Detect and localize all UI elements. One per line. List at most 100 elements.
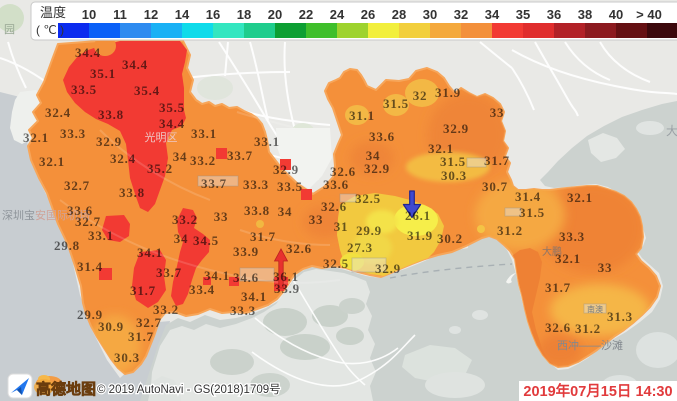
svg-text:32.6: 32.6	[545, 320, 571, 335]
svg-text:30: 30	[423, 7, 437, 22]
svg-text:33: 33	[598, 260, 613, 275]
svg-text:31.5: 31.5	[383, 96, 409, 111]
svg-text:30.3: 30.3	[441, 168, 467, 183]
svg-text:34: 34	[174, 231, 189, 246]
svg-text:33.3: 33.3	[60, 126, 86, 141]
svg-text:34.6: 34.6	[233, 270, 259, 285]
svg-text:36.1: 36.1	[273, 269, 299, 284]
svg-text:34.4: 34.4	[75, 45, 101, 60]
svg-text:大鹏: 大鹏	[542, 245, 562, 258]
svg-text:33.5: 33.5	[277, 179, 303, 194]
svg-text:33: 33	[214, 209, 229, 224]
svg-text:33.6: 33.6	[369, 129, 395, 144]
svg-text:30.3: 30.3	[114, 350, 140, 365]
svg-text:30.2: 30.2	[437, 231, 463, 246]
svg-text:34: 34	[173, 149, 188, 164]
svg-text:32: 32	[413, 88, 428, 103]
svg-text:31.2: 31.2	[497, 223, 523, 238]
svg-text:32.5: 32.5	[323, 256, 349, 271]
svg-text:40: 40	[609, 7, 623, 22]
svg-text:29.9: 29.9	[77, 307, 103, 322]
svg-text:33.6: 33.6	[67, 203, 93, 218]
svg-text:33.3: 33.3	[559, 229, 585, 244]
svg-text:31.4: 31.4	[77, 259, 103, 274]
svg-text:35: 35	[516, 7, 530, 22]
svg-text:26.1: 26.1	[405, 208, 431, 223]
svg-text:33.6: 33.6	[323, 177, 349, 192]
svg-text:光明区: 光明区	[145, 130, 178, 144]
svg-text:31.3: 31.3	[607, 309, 633, 324]
svg-text:32.1: 32.1	[428, 141, 454, 156]
svg-text:18: 18	[237, 7, 251, 22]
svg-text:31.7: 31.7	[250, 229, 276, 244]
svg-text:33.9: 33.9	[233, 244, 259, 259]
svg-text:33.7: 33.7	[227, 148, 253, 163]
svg-text:34.5: 34.5	[193, 233, 219, 248]
svg-text:2019年07月15日 14:30: 2019年07月15日 14:30	[523, 382, 672, 400]
svg-text:33.2: 33.2	[190, 153, 216, 168]
svg-text:33.7: 33.7	[156, 265, 182, 280]
svg-text:34.4: 34.4	[159, 116, 185, 131]
svg-text:32.7: 32.7	[75, 214, 101, 229]
svg-text:26: 26	[361, 7, 375, 22]
svg-text:32.5: 32.5	[355, 191, 381, 206]
svg-text:27.3: 27.3	[347, 240, 373, 255]
svg-text:32.1: 32.1	[23, 130, 49, 145]
svg-text:> 40: > 40	[636, 7, 662, 22]
svg-text:33.7: 33.7	[201, 176, 227, 191]
svg-text:31.7: 31.7	[545, 280, 571, 295]
svg-text:31.4: 31.4	[515, 189, 541, 204]
svg-text:31.5: 31.5	[440, 154, 466, 169]
svg-text:34.1: 34.1	[137, 245, 163, 260]
svg-text:园: 园	[4, 23, 15, 36]
svg-text:33.1: 33.1	[254, 134, 280, 149]
svg-text:© 2019 AutoNavi - GS(2018)1709: © 2019 AutoNavi - GS(2018)1709号	[97, 383, 281, 396]
svg-text:32.9: 32.9	[443, 121, 469, 136]
svg-text:32.7: 32.7	[64, 178, 90, 193]
svg-text:34.4: 34.4	[122, 57, 148, 72]
svg-text:11: 11	[113, 7, 127, 22]
svg-text:28: 28	[392, 7, 406, 22]
svg-text:22: 22	[299, 7, 313, 22]
svg-text:34: 34	[485, 7, 500, 22]
svg-text:14: 14	[175, 7, 190, 22]
svg-text:32: 32	[454, 7, 468, 22]
svg-text:32.1: 32.1	[39, 154, 65, 169]
svg-text:31.1: 31.1	[349, 108, 375, 123]
svg-text:16: 16	[206, 7, 220, 22]
svg-text:24: 24	[330, 7, 345, 22]
svg-text:30.9: 30.9	[98, 319, 124, 334]
svg-text:32.1: 32.1	[567, 190, 593, 205]
svg-text:33.4: 33.4	[189, 282, 215, 297]
svg-text:12: 12	[144, 7, 158, 22]
svg-text:10: 10	[82, 7, 96, 22]
svg-text:西冲——沙滩: 西冲——沙滩	[557, 338, 623, 352]
svg-text:32.9: 32.9	[273, 162, 299, 177]
svg-text:31: 31	[334, 219, 349, 234]
svg-text:36: 36	[547, 7, 561, 22]
svg-text:南澳: 南澳	[587, 304, 603, 314]
svg-text:34: 34	[366, 148, 381, 163]
svg-text:33.5: 33.5	[71, 82, 97, 97]
svg-text:33.2: 33.2	[172, 212, 198, 227]
svg-text:33: 33	[309, 212, 324, 227]
svg-text:32.9: 32.9	[375, 261, 401, 276]
svg-text:32.9: 32.9	[364, 161, 390, 176]
svg-text:31.9: 31.9	[435, 85, 461, 100]
svg-text:32.6: 32.6	[286, 241, 312, 256]
svg-text:35.2: 35.2	[147, 161, 173, 176]
svg-text:34.1: 34.1	[241, 289, 267, 304]
svg-text:32.4: 32.4	[45, 105, 71, 120]
svg-text:33.3: 33.3	[230, 303, 256, 318]
svg-text:33.8: 33.8	[119, 185, 145, 200]
svg-text:31.7: 31.7	[130, 283, 156, 298]
svg-text:33.1: 33.1	[191, 126, 217, 141]
svg-text:33.2: 33.2	[153, 302, 179, 317]
svg-text:33: 33	[490, 105, 505, 120]
svg-text:温度: 温度	[40, 5, 66, 20]
svg-text:34.1: 34.1	[204, 268, 230, 283]
svg-text:33.8: 33.8	[98, 107, 124, 122]
svg-text:( ℃ ): ( ℃ )	[36, 23, 64, 37]
svg-text:31.2: 31.2	[575, 321, 601, 336]
svg-text:高德地图: 高德地图	[36, 380, 96, 398]
